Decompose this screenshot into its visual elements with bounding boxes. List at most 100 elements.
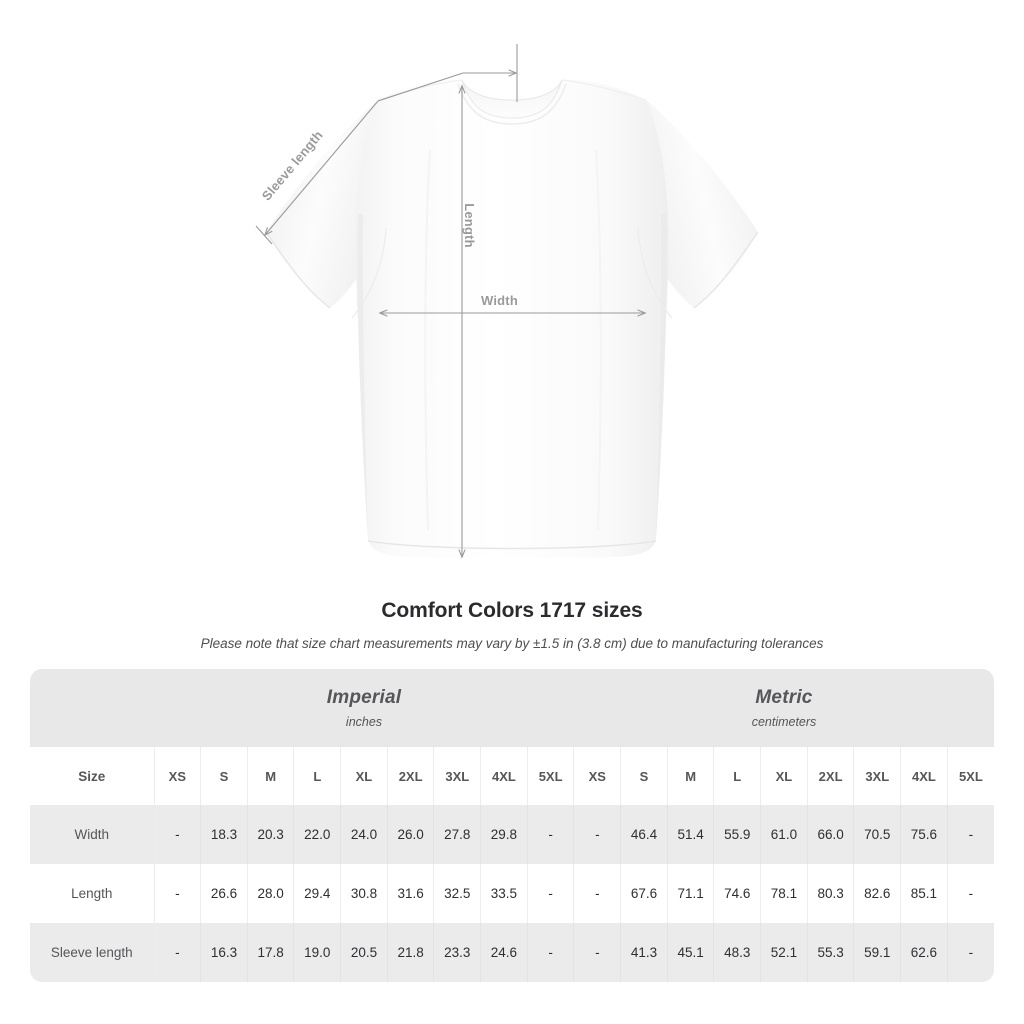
tshirt-illustration	[255, 44, 759, 590]
cell-length-imperial-3xl: 32.5	[433, 864, 482, 923]
cell-length-metric-xs: -	[573, 864, 622, 923]
cell-length-metric-m: 71.1	[667, 864, 715, 923]
cell-width-imperial-5xl: -	[527, 805, 575, 864]
size-chart-table-wrapper: Imperial inches Metric centimeters Size XS S M L…	[30, 669, 994, 982]
size-header-metric-5xl: 5XL	[947, 747, 994, 805]
unit-header-metric: Metric centimeters	[573, 669, 994, 747]
table-row: Sleeve length -16.3 17.8 19.0 20.5 21.8 23.3 24…	[30, 923, 994, 982]
cell-width-imperial-l: 22.0	[293, 805, 342, 864]
size-header-metric-xs: XS	[573, 747, 622, 805]
cell-width-imperial-2xl: 26.0	[387, 805, 435, 864]
cell-length-metric-s: 67.6	[620, 864, 668, 923]
cell-width-imperial-xs: -	[154, 805, 202, 864]
cell-sleeve-length-metric-xl: 52.1	[760, 923, 808, 982]
cell-length-metric-4xl: 85.1	[900, 864, 948, 923]
cell-length-imperial-2xl: 31.6	[387, 864, 435, 923]
size-header-imperial-l: L	[293, 747, 342, 805]
size-header-metric-s: S	[620, 747, 668, 805]
cell-width-imperial-m: 20.3	[247, 805, 295, 864]
cell-sleeve-length-metric-m: 45.1	[667, 923, 715, 982]
cell-sleeve-length-imperial-xs: -	[154, 923, 202, 982]
cell-sleeve-length-metric-s: 41.3	[620, 923, 668, 982]
table-row: Width -18.3 20.3 22.0 24.0 26.0 27.8 29.8- -46.4…	[30, 805, 994, 864]
cell-width-metric-xs: -	[573, 805, 622, 864]
cell-length-imperial-4xl: 33.5	[480, 864, 528, 923]
tolerance-note: Please note that size chart measurements…	[200, 636, 824, 651]
row-label-length: Length	[30, 864, 155, 923]
size-header-imperial-3xl: 3XL	[433, 747, 482, 805]
cell-sleeve-length-metric-5xl: -	[947, 923, 994, 982]
cell-sleeve-length-imperial-3xl: 23.3	[433, 923, 482, 982]
cell-length-imperial-s: 26.6	[200, 864, 248, 923]
cell-sleeve-length-imperial-l: 19.0	[293, 923, 342, 982]
cell-width-metric-3xl: 70.5	[853, 805, 902, 864]
size-header-row: Size XS S M L XL 2XL 3XL 4XL 5XL XS S M L XL 2XL 3XL 4XL 5…	[30, 747, 994, 805]
cell-width-imperial-xl: 24.0	[340, 805, 388, 864]
cell-sleeve-length-metric-3xl: 59.1	[853, 923, 902, 982]
cell-sleeve-length-metric-4xl: 62.6	[900, 923, 948, 982]
size-header-imperial-2xl: 2XL	[387, 747, 435, 805]
row-label-header: Size	[30, 747, 155, 805]
cell-sleeve-length-metric-2xl: 55.3	[807, 923, 855, 982]
cell-width-metric-4xl: 75.6	[900, 805, 948, 864]
size-chart-table: Imperial inches Metric centimeters Size XS S M L…	[30, 669, 994, 982]
size-header-metric-2xl: 2XL	[807, 747, 855, 805]
unit-band-row: Imperial inches Metric centimeters	[30, 669, 994, 747]
page-title: Comfort Colors 1717 sizes	[381, 599, 643, 622]
dimension-lines	[255, 44, 645, 557]
size-header-metric-xl: XL	[760, 747, 808, 805]
cell-length-metric-5xl: -	[947, 864, 994, 923]
size-header-metric-3xl: 3XL	[853, 747, 902, 805]
cell-sleeve-length-imperial-xl: 20.5	[340, 923, 388, 982]
unit-band-spacer	[30, 669, 154, 747]
size-header-imperial-4xl: 4XL	[480, 747, 528, 805]
unit-name: Imperial	[326, 686, 402, 708]
cell-length-imperial-xs: -	[154, 864, 202, 923]
cell-length-metric-xl: 78.1	[760, 864, 808, 923]
cell-length-imperial-5xl: -	[527, 864, 575, 923]
size-header-imperial-xs: XS	[154, 747, 202, 805]
row-label-width: Width	[30, 805, 155, 864]
tshirt-diagram: Sleeve length Length Width	[255, 44, 759, 590]
cell-width-metric-xl: 61.0	[760, 805, 808, 864]
cell-length-imperial-xl: 30.8	[340, 864, 388, 923]
sleeve-length-line	[265, 72, 464, 235]
size-header-metric-l: L	[713, 747, 762, 805]
size-header-imperial-m: M	[247, 747, 295, 805]
size-header-metric-m: M	[667, 747, 715, 805]
cell-sleeve-length-imperial-4xl: 24.6	[480, 923, 528, 982]
unit-header-imperial: Imperial inches	[154, 669, 574, 747]
size-header-imperial-xl: XL	[340, 747, 388, 805]
cell-sleeve-length-imperial-5xl: -	[527, 923, 575, 982]
cell-sleeve-length-imperial-s: 16.3	[200, 923, 248, 982]
cell-length-imperial-l: 29.4	[293, 864, 342, 923]
cell-sleeve-length-metric-l: 48.3	[713, 923, 762, 982]
title-block: Comfort Colors 1717 sizes Please note th…	[0, 596, 1024, 653]
width-dimension-label: Width	[481, 293, 518, 308]
cell-width-metric-l: 55.9	[713, 805, 762, 864]
cell-width-metric-2xl: 66.0	[807, 805, 855, 864]
cell-width-imperial-s: 18.3	[200, 805, 248, 864]
cell-length-imperial-m: 28.0	[247, 864, 295, 923]
cell-width-imperial-3xl: 27.8	[433, 805, 482, 864]
size-header-metric-4xl: 4XL	[900, 747, 948, 805]
cell-length-metric-3xl: 82.6	[853, 864, 902, 923]
cell-width-metric-5xl: -	[947, 805, 994, 864]
size-header-imperial-s: S	[200, 747, 248, 805]
sleeve-length-tick	[255, 225, 273, 245]
cell-width-metric-s: 46.4	[620, 805, 668, 864]
tshirt-shape	[265, 79, 759, 558]
cell-length-metric-l: 74.6	[713, 864, 762, 923]
row-label-sleeve-length: Sleeve length	[30, 923, 155, 982]
size-header-imperial-5xl: 5XL	[527, 747, 575, 805]
cell-length-metric-2xl: 80.3	[807, 864, 855, 923]
cell-width-metric-m: 51.4	[667, 805, 715, 864]
unit-name: Metric	[755, 686, 813, 708]
table-row: Length -26.6 28.0 29.4 30.8 31.6 32.5 33.5- -67.…	[30, 864, 994, 923]
cell-sleeve-length-imperial-m: 17.8	[247, 923, 295, 982]
unit-subtitle: centimeters	[751, 714, 817, 729]
cell-sleeve-length-imperial-2xl: 21.8	[387, 923, 435, 982]
cell-width-imperial-4xl: 29.8	[480, 805, 528, 864]
length-dimension-label: Length	[461, 203, 477, 248]
unit-subtitle: inches	[345, 714, 383, 729]
